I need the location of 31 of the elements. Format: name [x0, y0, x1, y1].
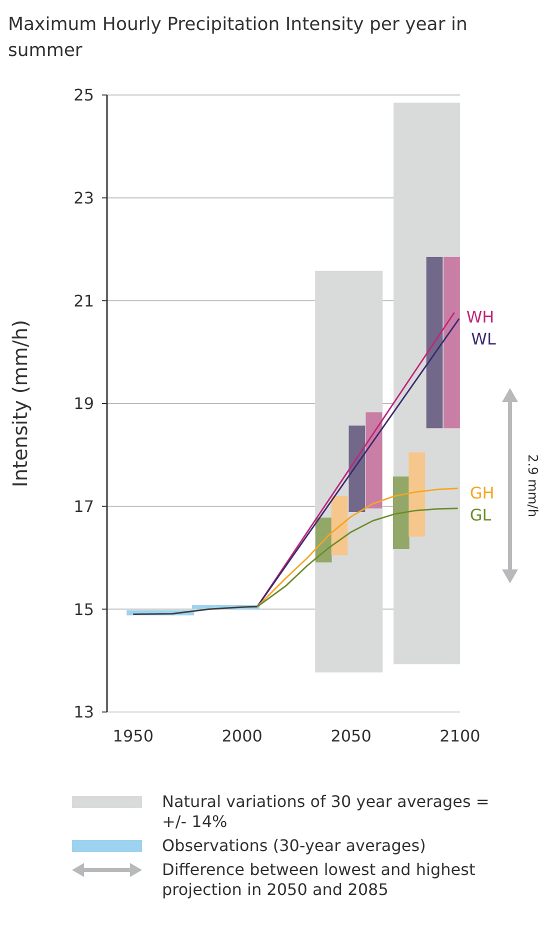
legend-label: Observations (30-year averages) — [162, 836, 427, 856]
series-label: WL — [471, 329, 496, 348]
x-tick-label: 2000 — [222, 726, 262, 746]
y-tick-label: 19 — [74, 394, 94, 414]
series-label: WH — [466, 307, 494, 326]
text: Difference between lowest and highest projection in 2050 and 2085 — [162, 860, 476, 900]
bar — [348, 426, 366, 512]
line-series — [256, 508, 459, 608]
y-tick-label: 15 — [74, 600, 94, 619]
y-tick-label: 25 — [74, 86, 94, 105]
bar — [408, 452, 426, 537]
line-series — [256, 488, 459, 608]
y-axis-title: Intensity (mm/h) — [8, 320, 32, 488]
bar — [426, 256, 443, 428]
bar — [331, 496, 348, 556]
x-tick-label: 1950 — [112, 726, 154, 746]
text: 2.9 mm/h — [524, 454, 540, 518]
x-tick-label: 2100 — [440, 726, 480, 746]
y-tick-label: 17 — [74, 497, 94, 516]
y-tick-label: 21 — [74, 291, 94, 310]
x-tick-label: 2050 — [330, 726, 372, 746]
legend-label: Natural variations of 30 year averages = +/- 14% — [162, 792, 490, 832]
y-tick-label: 13 — [74, 702, 94, 722]
series-label: GL — [470, 505, 492, 524]
bar — [392, 476, 410, 550]
y-tick-label: 23 — [74, 188, 94, 208]
series-label: GH — [470, 483, 494, 502]
chart-title: Maximum Hourly Precipitation Intensity per year in summer — [8, 13, 468, 63]
bar — [366, 412, 382, 508]
bar — [444, 256, 460, 428]
line-series — [132, 606, 258, 616]
